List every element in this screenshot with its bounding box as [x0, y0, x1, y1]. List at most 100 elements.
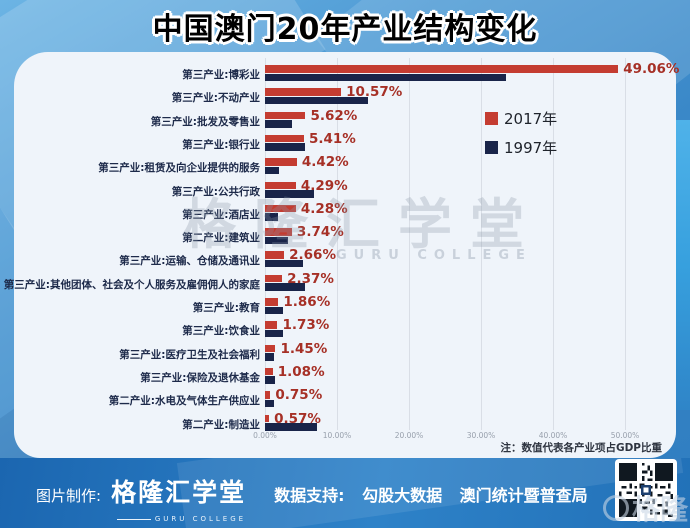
x-axis-tick-label: 40.00% [538, 431, 568, 440]
value-label: 2.66% [289, 247, 336, 264]
bar-1997 [265, 73, 507, 81]
bar-2017 [265, 367, 273, 376]
bar-2017 [265, 181, 296, 189]
data-source-1: 勾股大数据 [362, 486, 443, 505]
watermark-subtext: GURU COLLEGE [336, 248, 532, 263]
bar-2017 [265, 65, 619, 73]
x-axis-tick-label: 20.00% [394, 431, 424, 440]
chart-row: 第三产业:饮食业 1.73% [14, 317, 676, 342]
category-label: 第三产业:租赁及向企业提供的服务 [98, 162, 260, 175]
corner-watermark: 格隆 [602, 488, 688, 528]
category-label: 第三产业:不动产业 [171, 92, 260, 105]
category-label: 第三产业:饮食业 [182, 325, 260, 338]
data-support-label: 数据支持: [274, 486, 345, 505]
bar-1997 [265, 236, 289, 245]
value-label: 4.28% [300, 200, 348, 217]
bar-2017 [265, 321, 278, 329]
value-label: 0.75% [275, 387, 323, 404]
bar-1997 [265, 166, 279, 175]
chart-row: 第三产业:博彩业 49.06% [14, 61, 680, 86]
bar-1997 [265, 399, 274, 408]
category-label: 第二产业:建筑业 [182, 232, 260, 245]
chart-row: 第三产业:银行业 5.41% [14, 130, 676, 156]
x-axis-tick-label: 50.00% [610, 431, 640, 440]
value-label: 5.41% [308, 130, 356, 147]
chart-row: 第三产业:批发及零售业 5.62% [14, 107, 676, 133]
chart-row: 第三产业:不动产业 10.57% [14, 84, 676, 109]
gridline [625, 58, 626, 430]
bar-1997 [265, 190, 314, 198]
x-axis-tick-label: 30.00% [466, 431, 496, 440]
data-source-2: 澳门统计暨普查局 [459, 486, 588, 505]
credit-label: 图片制作: [36, 487, 102, 505]
category-label: 第二产业:水电及气体生产供应业 [108, 395, 260, 408]
bar-2017 [265, 414, 270, 422]
gridline [481, 58, 482, 430]
bar-1997 [265, 283, 305, 291]
value-label: 3.74% [296, 224, 344, 241]
chart-legend: 2017年 1997年 [485, 108, 557, 166]
bar-2017 [265, 274, 283, 283]
watermark-logo-icon [602, 495, 629, 521]
bar-2017 [265, 228, 292, 236]
bar-1997 [265, 96, 368, 105]
chart-row: 第三产业:其他团体、社会及个人服务及雇佣佣人的家庭 2.37% [4, 270, 676, 296]
bar-2017 [265, 111, 306, 120]
bar-2017 [265, 251, 285, 259]
bar-1997 [265, 259, 304, 268]
legend-label-2017: 2017年 [504, 110, 558, 128]
legend-swatch-1997 [485, 141, 498, 154]
brand-name: 格隆汇学堂 [111, 478, 247, 507]
value-label: 2.37% [287, 270, 334, 287]
category-label: 第三产业:博彩业 [182, 69, 260, 81]
category-label: 第三产业:保险及退休基金 [140, 371, 260, 384]
watermark-text: 格隆汇学堂 [182, 193, 542, 256]
value-label: 4.42% [301, 154, 349, 171]
footer-content: 图片制作: 格隆汇学堂 GURU COLLEGE 数据支持: 勾股大数据 澳门统… [36, 480, 588, 525]
bar-2017 [265, 88, 342, 96]
value-label: 0.57% [274, 410, 321, 427]
gridline [337, 58, 338, 430]
category-label: 第三产业:公共行政 [171, 185, 260, 198]
category-label: 第三产业:批发及零售业 [150, 115, 260, 128]
watermark-brand: 格隆 [631, 493, 688, 526]
bar-2017 [265, 204, 296, 213]
bar-2017 [265, 158, 297, 166]
brand-subtitle: GURU COLLEGE [117, 515, 246, 523]
chart-row: 第三产业:酒店业 4.28% [14, 200, 676, 226]
bar-2017 [265, 298, 279, 306]
bar-1997 [265, 143, 306, 151]
legend-swatch-2017 [485, 112, 498, 125]
chart-row: 第二产业:水电及气体生产供应业 0.75% [14, 387, 676, 412]
header: 中国澳门20年产业结构变化 [0, 0, 690, 52]
legend-item-2017: 2017年 [485, 108, 557, 129]
bar-1997 [265, 306, 283, 314]
chart-row: 第三产业:公共行政 4.29% [14, 178, 676, 203]
bar-2017 [265, 344, 276, 353]
bar-1997 [265, 353, 275, 361]
value-label: 49.06% [623, 61, 680, 77]
bar-1997 [265, 423, 317, 431]
data-support-block: 数据支持: 勾股大数据 澳门统计暨普查局 [274, 482, 588, 506]
qr-code [615, 459, 677, 521]
page-title: 中国澳门20年产业结构变化 [152, 12, 538, 47]
bar-1997 [265, 329, 283, 338]
legend-label-1997: 1997年 [504, 139, 558, 157]
category-label: 第三产业:医疗卫生及社会福利 [119, 348, 260, 361]
chart-card: 0.00% 10.00% 20.00% 30.00% 40.00% 50.00% 第三产业:… [4, 52, 680, 458]
gridline [553, 58, 554, 430]
chart-row: 第三产业:保险及退休基金 1.08% [14, 364, 676, 389]
chart-note: 注：数值代表各产业项占GDP比重 [500, 442, 662, 454]
bar-2017 [265, 134, 304, 143]
bar-1997 [265, 213, 278, 221]
chart-row: 第三产业:教育 1.86% [14, 294, 676, 319]
value-label: 1.73% [282, 317, 330, 334]
chart-row: 第三产业:运输、仓储及通讯业 2.66% [14, 247, 676, 272]
category-label: 第三产业:酒店业 [182, 208, 260, 221]
value-label: 5.62% [310, 107, 358, 124]
chart-row: 第三产业:租赁及向企业提供的服务 4.42% [14, 154, 676, 179]
value-label: 1.45% [280, 340, 328, 357]
chart-row: 第二产业:建筑业 3.74% [14, 224, 676, 249]
value-label: 10.57% [346, 84, 403, 101]
